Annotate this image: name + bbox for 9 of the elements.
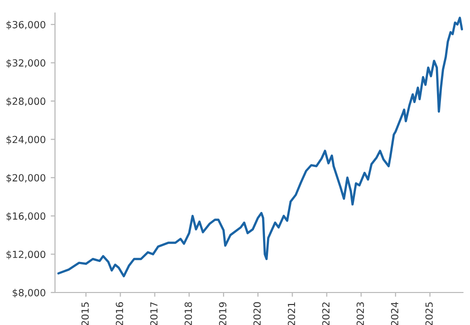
y-tick-label: $12,000 [6,250,46,260]
y-tick-label: $28,000 [6,97,46,106]
y-tick-label: $16,000 [6,212,46,222]
y-tick-label: $24,000 [6,136,46,144]
y-tick-label: $20,000 [6,174,46,183]
y-tick-label: $32,000 [6,59,46,68]
y-tick-label: $8,000 [12,288,46,298]
line-series [57,16,463,278]
y-tick-label: $36,000 [6,20,46,30]
